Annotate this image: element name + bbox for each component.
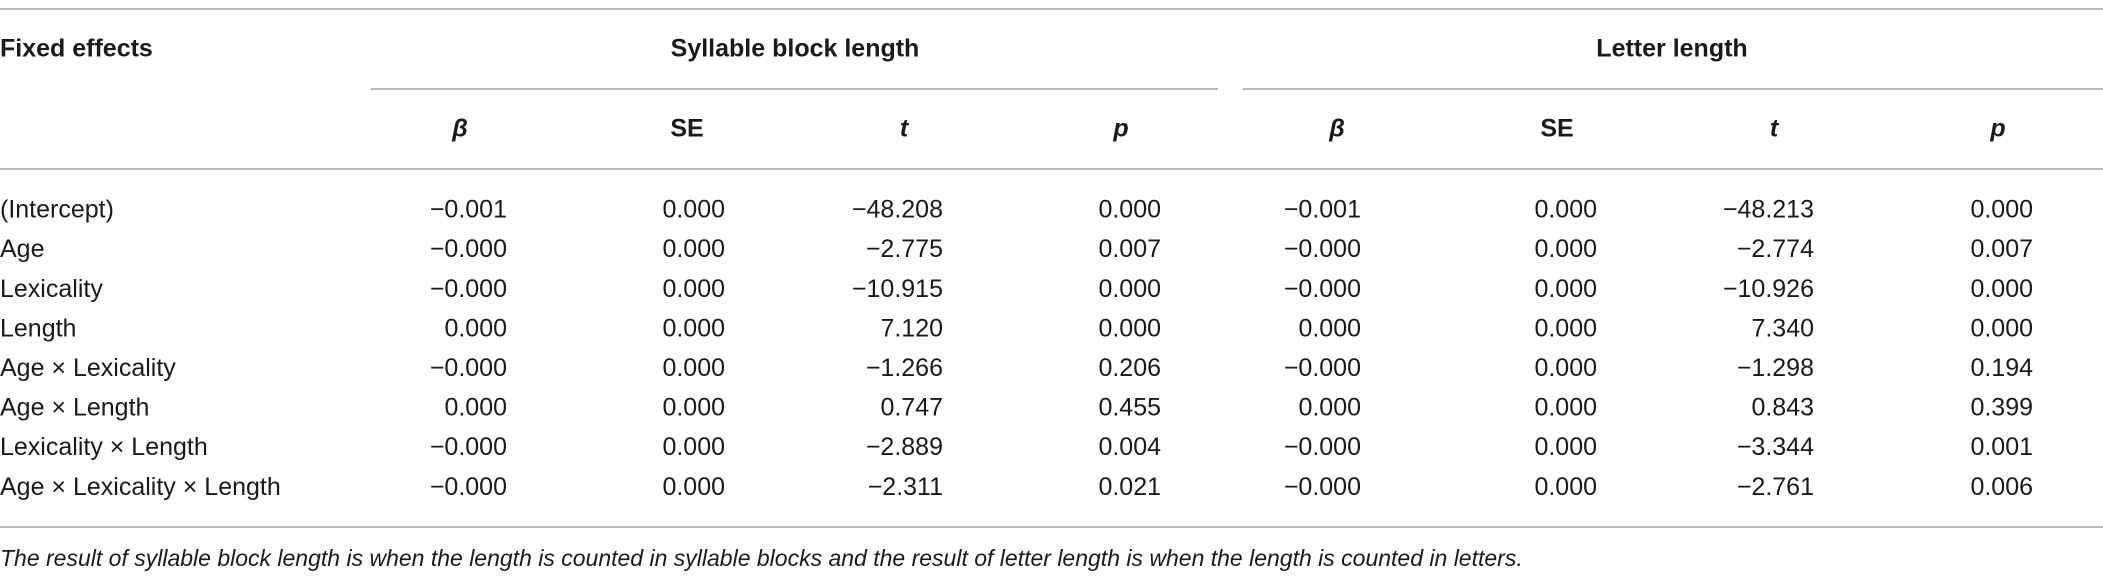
cell-value: 0.000 xyxy=(662,394,725,422)
cell-value: −1.266 xyxy=(866,354,943,382)
cell-value: 0.000 xyxy=(662,314,725,342)
cell-value: −48.213 xyxy=(1723,196,1814,224)
cell-value: −2.761 xyxy=(1737,473,1814,501)
cell-value: 0.000 xyxy=(662,275,725,303)
row-label: Lexicality xyxy=(0,275,103,303)
group-title: Syllable block length xyxy=(671,35,920,63)
cell-value: −0.000 xyxy=(1284,354,1361,382)
cell-value: 0.000 xyxy=(1534,394,1597,422)
cell-value: 0.007 xyxy=(1098,235,1161,263)
row-label: Age × Lexicality xyxy=(0,354,176,382)
cell-value: 0.000 xyxy=(1534,473,1597,501)
cell-value: −0.001 xyxy=(1284,196,1361,224)
column-header: t xyxy=(900,115,910,143)
column-header: SE xyxy=(1540,115,1573,143)
cell-value: 0.000 xyxy=(1534,235,1597,263)
cell-value: 0.000 xyxy=(1970,275,2033,303)
row-label: Lexicality × Length xyxy=(0,433,208,461)
cell-value: −10.915 xyxy=(852,275,943,303)
cell-value: 0.455 xyxy=(1098,394,1161,422)
cell-value: 0.747 xyxy=(880,394,943,422)
cell-value: −0.000 xyxy=(430,473,507,501)
column-header: p xyxy=(1112,115,1128,143)
cell-value: −0.000 xyxy=(1284,275,1361,303)
cell-value: −2.311 xyxy=(868,473,943,501)
row-label: Age xyxy=(0,235,44,263)
cell-value: 0.843 xyxy=(1751,394,1814,422)
cell-value: −2.889 xyxy=(866,433,943,461)
column-header: β xyxy=(451,115,468,143)
cell-value: −48.208 xyxy=(852,196,943,224)
cell-value: 0.004 xyxy=(1098,433,1161,461)
column-header: t xyxy=(1770,115,1780,143)
cell-value: 0.007 xyxy=(1970,235,2033,263)
cell-value: 0.000 xyxy=(1970,314,2033,342)
cell-value: 0.021 xyxy=(1098,473,1161,501)
cell-value: −2.774 xyxy=(1737,235,1814,263)
cell-value: 0.000 xyxy=(662,433,725,461)
cell-value: 0.194 xyxy=(1970,354,2033,382)
cell-value: 0.000 xyxy=(1098,196,1161,224)
cell-value: 0.000 xyxy=(444,314,507,342)
cell-value: 0.000 xyxy=(1098,314,1161,342)
cell-value: 0.000 xyxy=(1534,314,1597,342)
cell-value: −0.000 xyxy=(430,354,507,382)
cell-value: 7.340 xyxy=(1751,314,1814,342)
cell-value: 0.001 xyxy=(1970,433,2033,461)
column-header: SE xyxy=(670,115,703,143)
cell-value: −0.000 xyxy=(430,433,507,461)
cell-value: −10.926 xyxy=(1723,275,1814,303)
cell-value: 0.000 xyxy=(662,196,725,224)
column-header: p xyxy=(1989,115,2005,143)
cell-value: 0.206 xyxy=(1098,354,1161,382)
group-title: Letter length xyxy=(1596,35,1747,63)
cell-value: −0.001 xyxy=(430,196,507,224)
cell-value: 0.000 xyxy=(444,394,507,422)
cell-value: 0.000 xyxy=(1298,394,1361,422)
row-label: Length xyxy=(0,314,76,342)
cell-value: 0.000 xyxy=(662,473,725,501)
cell-value: 0.000 xyxy=(1298,314,1361,342)
cell-value: −0.000 xyxy=(1284,433,1361,461)
stub-header: Fixed effects xyxy=(0,35,153,63)
cell-value: −1.298 xyxy=(1737,354,1814,382)
cell-value: 0.006 xyxy=(1970,473,2033,501)
cell-value: 0.000 xyxy=(1098,275,1161,303)
cell-value: 0.000 xyxy=(1534,433,1597,461)
cell-value: −0.000 xyxy=(1284,473,1361,501)
row-label: (Intercept) xyxy=(0,196,114,224)
cell-value: 0.000 xyxy=(662,354,725,382)
cell-value: −2.775 xyxy=(866,235,943,263)
footnote: The result of syllable block length is w… xyxy=(0,545,1523,571)
cell-value: −0.000 xyxy=(1284,235,1361,263)
cell-value: −0.000 xyxy=(430,275,507,303)
cell-value: 0.000 xyxy=(662,235,725,263)
cell-value: 0.399 xyxy=(1970,394,2033,422)
cell-value: −0.000 xyxy=(430,235,507,263)
cell-value: 0.000 xyxy=(1534,354,1597,382)
cell-value: −3.344 xyxy=(1737,433,1814,461)
column-header: β xyxy=(1328,115,1345,143)
row-label: Age × Lexicality × Length xyxy=(0,473,281,501)
cell-value: 0.000 xyxy=(1534,196,1597,224)
row-label: Age × Length xyxy=(0,394,149,422)
cell-value: 0.000 xyxy=(1970,196,2033,224)
cell-value: 7.120 xyxy=(880,314,943,342)
cell-value: 0.000 xyxy=(1534,275,1597,303)
